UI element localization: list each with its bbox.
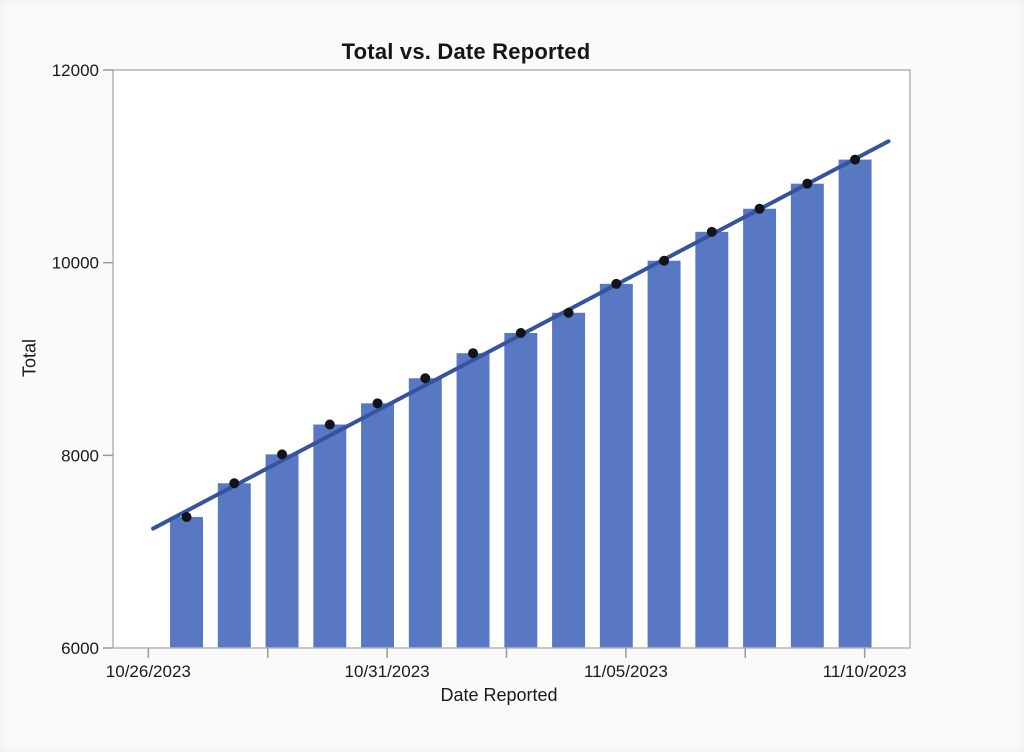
- bar: [599, 283, 633, 648]
- bar: [695, 231, 729, 648]
- data-point-dot: [181, 511, 192, 522]
- x-tick-label: 11/05/2023: [584, 662, 668, 681]
- y-tick-label: 8000: [61, 446, 99, 465]
- bar: [265, 454, 299, 648]
- data-point-dot: [706, 226, 717, 237]
- bar: [361, 403, 395, 648]
- bar: [647, 260, 681, 648]
- chart-title: Total vs. Date Reported: [341, 39, 591, 64]
- data-point-dot: [802, 178, 813, 189]
- bar: [313, 424, 347, 648]
- data-point-dot: [277, 449, 288, 460]
- data-point-dot: [229, 478, 240, 489]
- y-axis-title: Total: [19, 338, 40, 378]
- bar: [456, 353, 490, 648]
- plot-frame: [112, 69, 911, 649]
- y-tick-label: 12000: [52, 61, 99, 80]
- data-point-dot: [372, 398, 383, 409]
- data-point-dot: [324, 419, 335, 430]
- data-point-dot: [611, 278, 622, 289]
- x-tick-label: 10/31/2023: [345, 662, 430, 681]
- data-point-dot: [659, 255, 670, 266]
- bar: [790, 183, 824, 648]
- data-point-dot: [420, 373, 431, 384]
- y-tick-label: 6000: [61, 639, 99, 658]
- bar: [504, 332, 538, 648]
- bar: [743, 208, 777, 648]
- x-tick-label: 11/10/2023: [823, 662, 907, 681]
- data-point-dot: [850, 154, 861, 165]
- data-point-dot: [468, 348, 479, 359]
- bar: [552, 312, 586, 648]
- data-point-dot: [515, 327, 526, 338]
- bar: [838, 159, 872, 648]
- bar: [408, 378, 442, 648]
- bar: [170, 516, 204, 648]
- bar: [217, 483, 251, 648]
- data-point-dot: [754, 203, 765, 214]
- x-tick-label: 10/26/2023: [106, 662, 191, 681]
- x-axis-title: Date Reported: [440, 685, 558, 705]
- y-tick-label: 10000: [52, 254, 99, 273]
- data-point-dot: [563, 307, 574, 318]
